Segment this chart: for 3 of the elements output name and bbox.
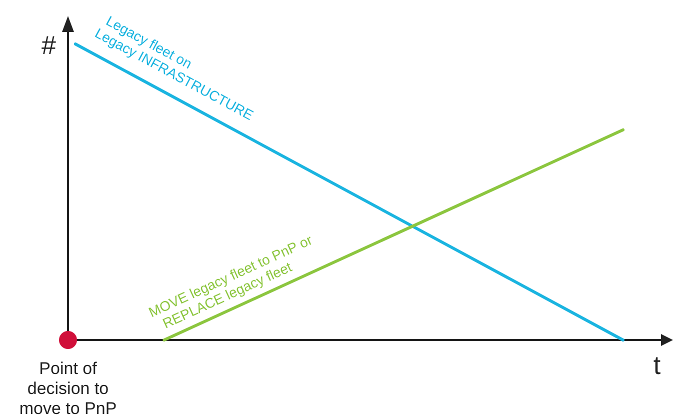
text: Point of decision to move to PnP bbox=[19, 359, 117, 418]
y-axis-title: # bbox=[42, 30, 57, 60]
x-axis-title: t bbox=[653, 350, 662, 380]
